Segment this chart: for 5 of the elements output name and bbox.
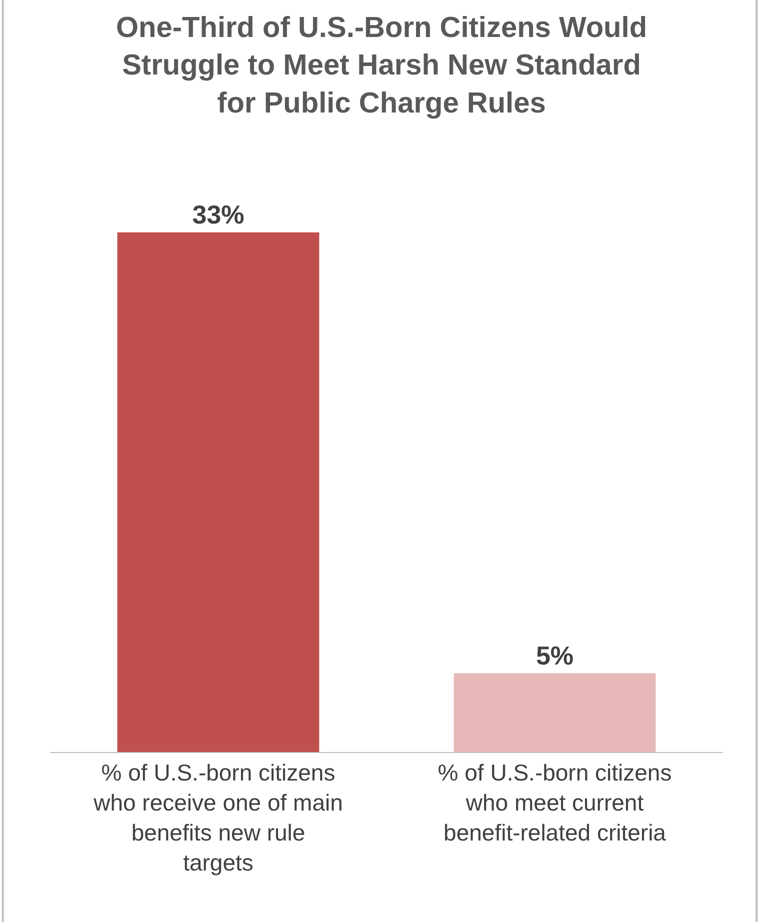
data-label: 33% xyxy=(192,199,244,230)
data-label: 5% xyxy=(536,640,574,670)
x-tick-label: % of U.S.-born citizens who meet current benefit-related criteria xyxy=(438,760,672,846)
x-tick-label: % of U.S.-born citizens who receive one of main benefits new rule targets xyxy=(92,760,343,876)
chart-title: One-Third of U.S.-Born Citizens Would Struggle to Meet Harsh New Standard for Public Charge Rules xyxy=(116,12,648,120)
